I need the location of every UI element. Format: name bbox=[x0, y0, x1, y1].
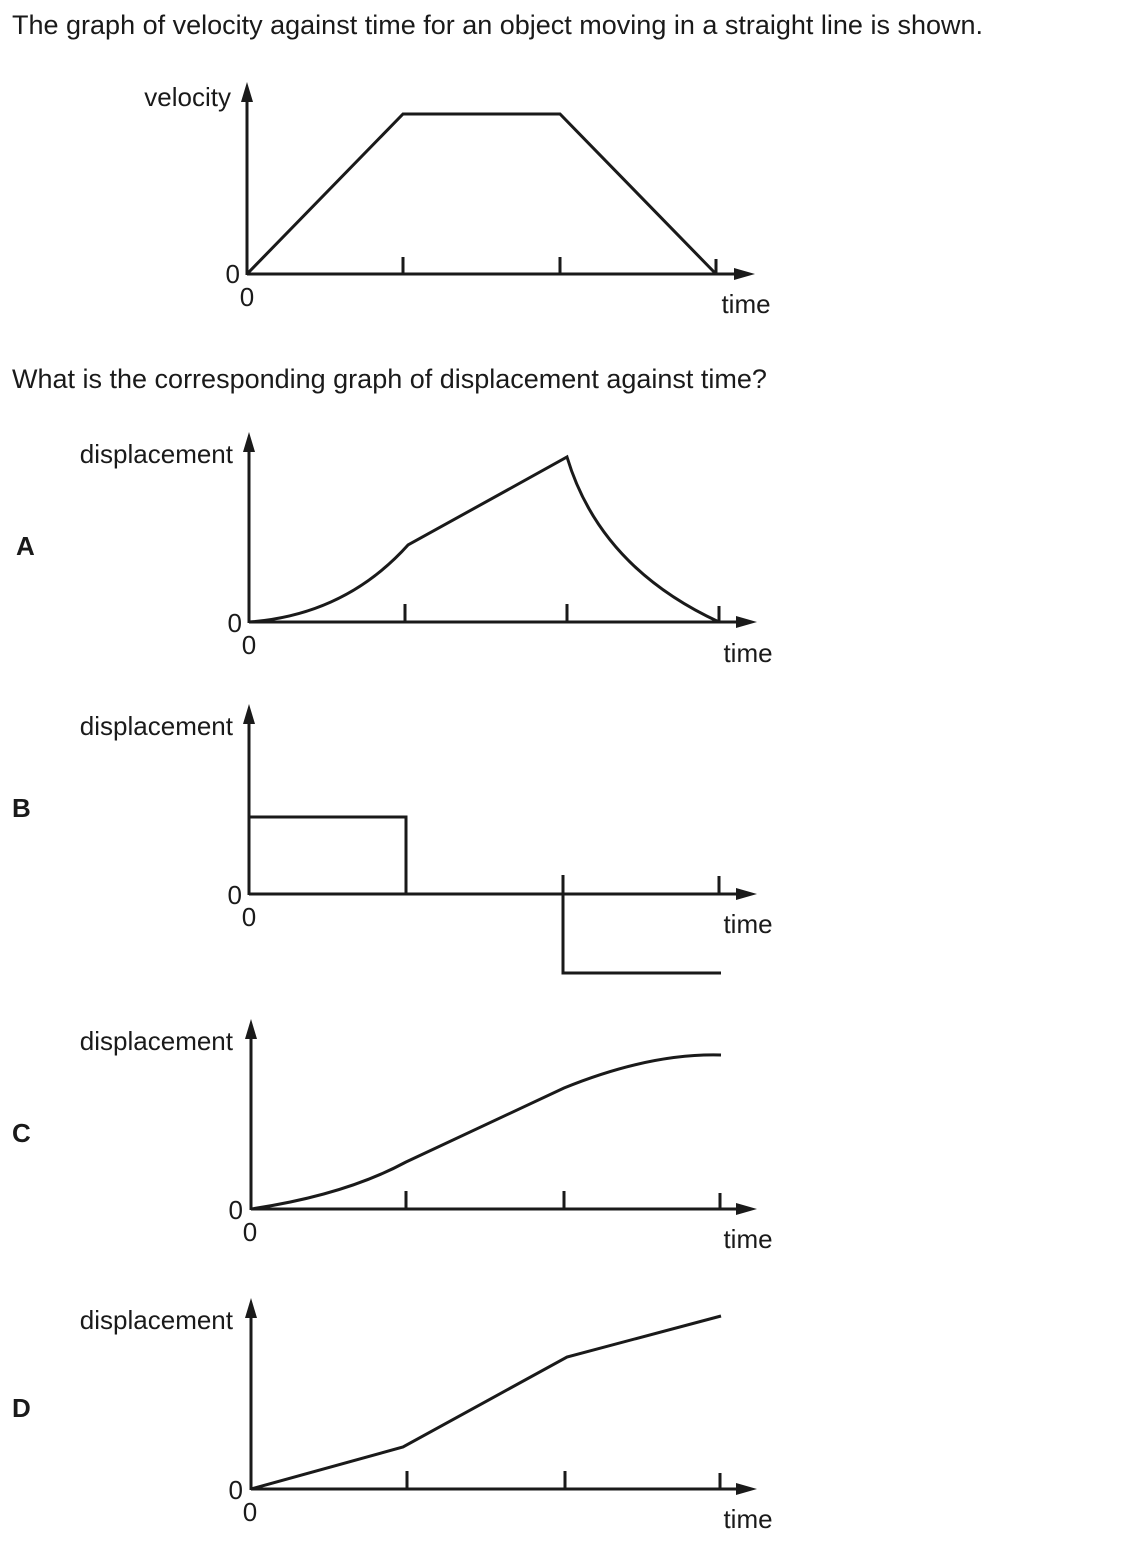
option-d-x-label: time bbox=[723, 1504, 772, 1534]
option-c-y-label: displacement bbox=[80, 1026, 234, 1056]
option-a-x-origin: 0 bbox=[242, 630, 256, 660]
velocity-y-origin: 0 bbox=[226, 259, 240, 289]
option-b-curve bbox=[249, 815, 408, 894]
option-d-graph[interactable] bbox=[245, 1298, 757, 1495]
option-a-y-origin: 0 bbox=[228, 608, 242, 638]
velocity-y-arrow bbox=[241, 82, 253, 102]
option-b-graph[interactable] bbox=[243, 704, 757, 975]
option-b-y-label: displacement bbox=[80, 711, 234, 741]
option-c-y-arrow bbox=[245, 1019, 257, 1039]
option-a-y-label: displacement bbox=[80, 439, 234, 469]
option-c-x-origin: 0 bbox=[243, 1217, 257, 1247]
option-b-x-label: time bbox=[723, 909, 772, 939]
velocity-graph bbox=[241, 82, 755, 280]
option-d-y-arrow bbox=[245, 1298, 257, 1318]
option-b-y-origin: 0 bbox=[228, 880, 242, 910]
option-d-y-label: displacement bbox=[80, 1305, 234, 1335]
option-d-letter[interactable]: D bbox=[12, 1393, 31, 1423]
option-b-y-arrow bbox=[243, 704, 255, 724]
option-b-x-arrow bbox=[736, 888, 757, 900]
velocity-curve bbox=[245, 112, 718, 276]
option-d-x-origin: 0 bbox=[243, 1497, 257, 1527]
option-d-y-origin: 0 bbox=[229, 1475, 243, 1505]
option-c-graph[interactable] bbox=[245, 1019, 757, 1215]
option-a-graph[interactable] bbox=[243, 432, 757, 628]
option-a-letter[interactable]: A bbox=[16, 531, 35, 561]
option-c-curve bbox=[250, 1053, 722, 1211]
option-b-letter[interactable]: B bbox=[12, 793, 31, 823]
velocity-x-origin: 0 bbox=[240, 282, 254, 312]
option-b-curve-negative bbox=[561, 875, 721, 975]
option-a-x-label: time bbox=[723, 638, 772, 668]
option-c-x-arrow bbox=[736, 1203, 757, 1215]
option-a-curve bbox=[248, 454, 720, 624]
option-c-y-origin: 0 bbox=[229, 1195, 243, 1225]
option-a-y-arrow bbox=[243, 432, 255, 452]
option-c-x-label: time bbox=[723, 1224, 772, 1254]
option-d-x-arrow bbox=[736, 1483, 757, 1495]
question-prompt: What is the corresponding graph of displ… bbox=[12, 364, 767, 394]
option-c-letter[interactable]: C bbox=[12, 1118, 31, 1148]
velocity-y-label: velocity bbox=[144, 82, 231, 112]
option-a-x-arrow bbox=[736, 616, 757, 628]
velocity-x-label: time bbox=[721, 289, 770, 319]
velocity-x-arrow bbox=[734, 268, 755, 280]
option-d-curve bbox=[250, 1314, 722, 1491]
option-b-x-origin: 0 bbox=[242, 902, 256, 932]
question-intro: The graph of velocity against time for a… bbox=[12, 10, 983, 40]
